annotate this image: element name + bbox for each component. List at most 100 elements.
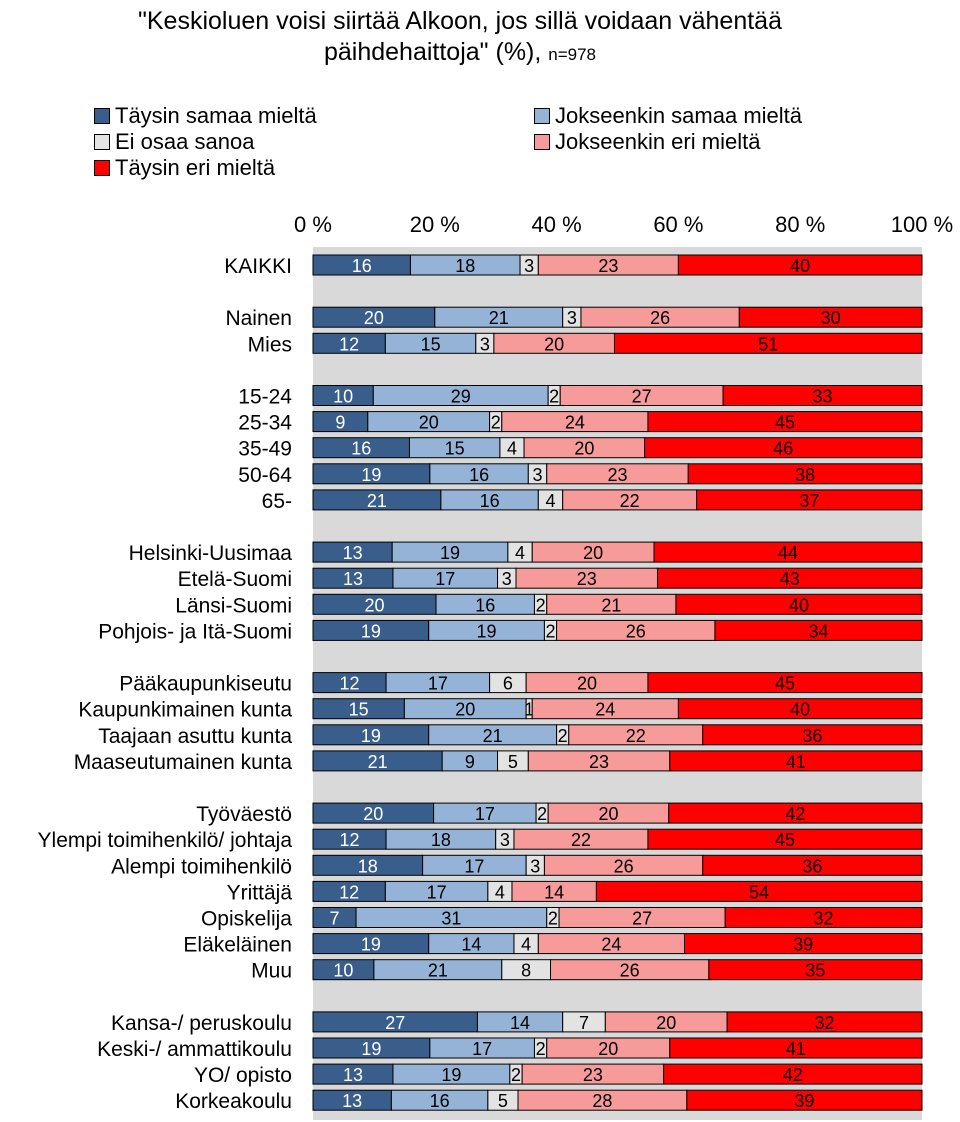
data-label: 19 [361, 935, 381, 955]
data-label: 23 [583, 1065, 603, 1085]
bar-segment [677, 698, 923, 720]
x-tick-label: 100 % [891, 212, 953, 237]
category-label: 25-34 [238, 412, 292, 435]
category-label: Ylempi toimihenkilö/ johtaja [38, 829, 293, 852]
bar-segment [669, 750, 923, 772]
data-label: 15 [421, 334, 441, 354]
bar-row: Kansa-/ peruskoulu 27 14 7 20 32 [111, 1011, 923, 1035]
data-label: 3 [480, 334, 490, 354]
data-label: 20 [544, 334, 564, 354]
bar-row: Pääkaupunkiseutu 12 17 6 20 45 [119, 672, 923, 696]
data-label: 12 [339, 334, 359, 354]
data-label: 43 [780, 569, 800, 589]
bar-segment [669, 1037, 923, 1059]
bar-segment [668, 802, 923, 824]
category-label: 65- [262, 490, 292, 513]
bar-row: KAIKKI 16 18 3 23 40 [224, 254, 923, 278]
data-label: 19 [440, 543, 460, 563]
data-label: 19 [361, 465, 381, 485]
data-label: 17 [475, 804, 495, 824]
legend-item-jokseenkin-eri: Jokseenkin eri mieltä [534, 129, 760, 155]
data-label: 10 [333, 387, 353, 407]
data-label: 17 [464, 856, 484, 876]
bar-segment [702, 724, 923, 746]
chart-title-line1: "Keskioluen voisi siirtää Alkoon, jos si… [138, 7, 782, 35]
x-tick-label: 20 % [410, 212, 460, 237]
category-label: Taajaan asuttu kunta [98, 725, 292, 748]
data-label: 8 [521, 961, 531, 981]
category-label: 35-49 [238, 438, 292, 461]
data-label: 22 [626, 726, 646, 746]
data-label: 17 [472, 1039, 492, 1059]
data-label: 16 [480, 491, 500, 511]
legend-label-jokseenkin-samaa: Jokseenkin samaa mieltä [555, 103, 803, 128]
data-label: 4 [507, 439, 517, 459]
chart-title-line2-text: päihdehaittoja" (%), [323, 38, 549, 66]
bar-segment [613, 332, 923, 354]
x-tick-label: 80 % [775, 212, 825, 237]
data-label: 26 [620, 961, 640, 981]
data-label: 32 [815, 1013, 835, 1033]
bar-row: Eläkeläinen 19 14 4 24 39 [183, 933, 923, 957]
data-label: 18 [358, 856, 378, 876]
data-label: 13 [343, 1065, 363, 1085]
bar-segment [683, 933, 923, 955]
bar-row: 35-49 16 15 4 20 46 [238, 437, 923, 461]
data-label: 3 [530, 856, 540, 876]
data-label: 21 [368, 752, 388, 772]
data-label: 40 [789, 595, 809, 615]
data-label: 20 [577, 674, 597, 694]
bar-segment [647, 411, 923, 433]
data-label: 2 [537, 804, 547, 824]
data-label: 18 [455, 256, 475, 276]
data-label: 40 [790, 700, 810, 720]
data-label: 9 [335, 413, 345, 433]
data-label: 46 [773, 439, 793, 459]
category-label: Länsi-Suomi [175, 594, 292, 617]
data-label: 12 [339, 882, 359, 902]
data-label: 54 [749, 882, 769, 902]
category-label: 50-64 [238, 464, 292, 487]
data-label: 26 [614, 856, 634, 876]
data-label: 16 [351, 439, 371, 459]
data-label: 24 [595, 700, 615, 720]
data-label: 26 [626, 621, 646, 641]
data-label: 20 [598, 1039, 618, 1059]
legend-label-taysin-eri: Täysin eri mieltä [115, 155, 276, 180]
bar-row: Muu 10 21 8 26 35 [251, 959, 923, 983]
data-label: 51 [758, 334, 778, 354]
bar-row: Maaseutumainen kunta 21 9 5 23 41 [74, 750, 923, 774]
category-label: Pohjois- ja Itä-Suomi [98, 620, 292, 643]
data-label: 29 [451, 387, 471, 407]
data-label: 3 [502, 569, 512, 589]
bar-row: Korkeakoulu 13 16 5 28 39 [175, 1089, 923, 1113]
data-label: 22 [571, 830, 591, 850]
data-label: 21 [367, 491, 387, 511]
data-label: 3 [533, 465, 543, 485]
data-label: 28 [592, 1091, 612, 1111]
data-label: 4 [495, 882, 505, 902]
bar-row: YO/ opisto 13 19 2 23 42 [194, 1063, 923, 1087]
category-label: Keski-/ ammattikoulu [97, 1038, 292, 1061]
data-label: 17 [428, 674, 448, 694]
bar-segment [656, 567, 923, 589]
bar-segment [738, 306, 923, 328]
legend-swatch-ei-osaa [94, 134, 110, 150]
data-label: 14 [544, 882, 564, 902]
legend-label-taysin-samaa: Täysin samaa mieltä [115, 103, 317, 128]
bar-row: Ylempi toimihenkilö/ johtaja 12 18 3 22 45 [38, 828, 923, 852]
legend-label-ei-osaa: Ei osaa sanoa [115, 129, 255, 154]
bar-segment [708, 959, 923, 981]
data-label: 27 [632, 387, 652, 407]
bar-segment [677, 254, 923, 276]
data-label: 2 [511, 1065, 521, 1085]
bar-segment [647, 672, 923, 694]
data-label: 23 [577, 569, 597, 589]
data-label: 44 [778, 543, 798, 563]
data-label: 2 [558, 726, 568, 746]
category-label: Mies [248, 333, 292, 356]
category-label: Kansa-/ peruskoulu [111, 1012, 292, 1035]
data-label: 20 [598, 804, 618, 824]
data-label: 42 [783, 1065, 803, 1085]
data-label: 12 [340, 830, 360, 850]
